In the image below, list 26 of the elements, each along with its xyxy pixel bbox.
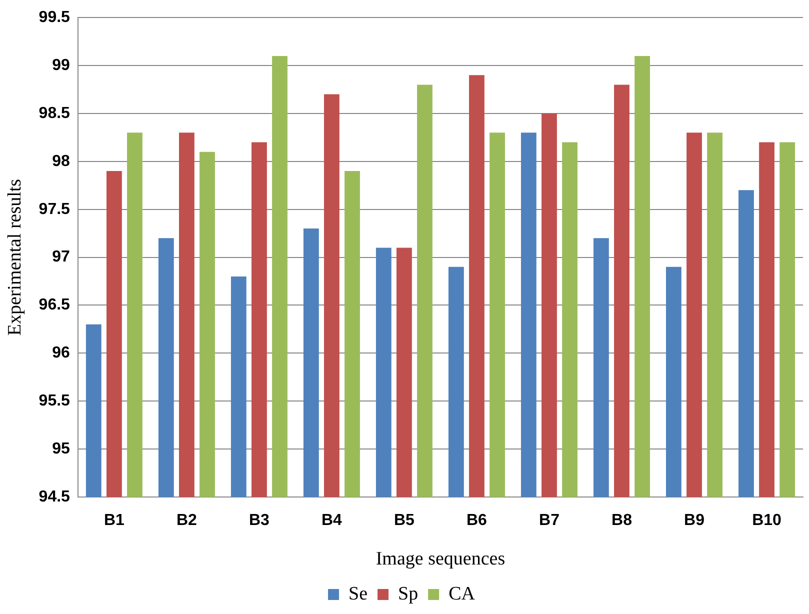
x-tick-label: B2: [176, 512, 198, 530]
y-tick-label: 96: [52, 344, 70, 362]
x-tick-label: B7: [539, 512, 560, 530]
legend-label: CA: [448, 583, 476, 604]
x-tick-label: B6: [466, 512, 488, 530]
x-tick-label: B10: [752, 512, 782, 530]
legend-label: Se: [348, 583, 368, 604]
legend-label: Sp: [398, 583, 418, 604]
y-tick-label: 97: [52, 248, 70, 266]
y-tick-label: 99: [52, 56, 70, 74]
y-tick-label: 96.5: [38, 296, 70, 314]
y-tick-label: 94.5: [38, 488, 70, 506]
x-tick-label: B9: [684, 512, 705, 530]
y-tick-label: 95: [52, 440, 70, 458]
x-tick-label: B5: [394, 512, 415, 530]
y-tick-label: 97.5: [38, 200, 70, 218]
y-tick-label: 98.5: [38, 104, 70, 122]
x-tick-label: B3: [248, 512, 270, 530]
x-tick-label: B1: [104, 512, 125, 530]
x-tick-label: B4: [321, 512, 342, 530]
x-tick-label: B8: [612, 512, 632, 530]
y-tick-label: 98: [52, 152, 70, 170]
y-tick-label: 95.5: [38, 392, 70, 410]
y-axis-title: Experimental results: [4, 178, 26, 336]
y-tick-label: 99.5: [38, 9, 70, 26]
x-axis-title: Image sequences: [376, 548, 506, 570]
